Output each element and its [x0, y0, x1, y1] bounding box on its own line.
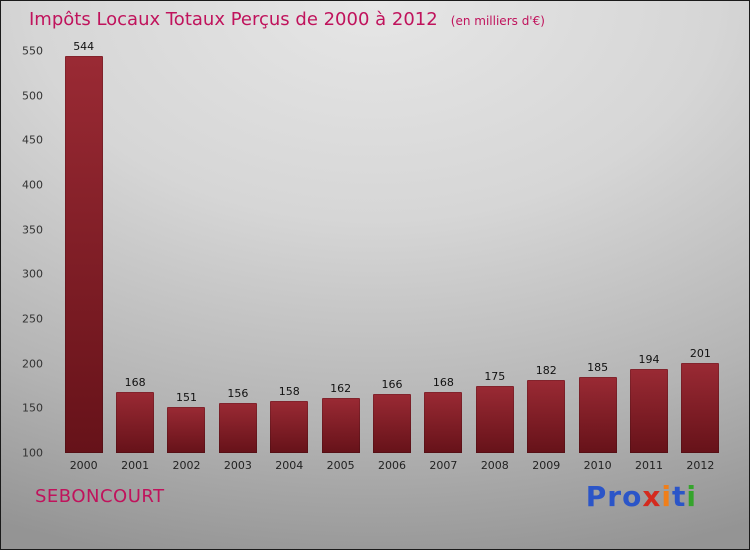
- bar-value-label: 544: [73, 40, 95, 53]
- bar-group: 151 2002: [161, 391, 212, 472]
- y-axis: 550 500 450 400 350 300 250 200 150 100: [1, 45, 49, 460]
- bar-group: 185 2010: [572, 361, 623, 472]
- y-tick-label: 550: [22, 44, 43, 58]
- x-tick-label: 2012: [686, 459, 715, 472]
- bar-group: 162 2005: [315, 382, 366, 472]
- bar: [629, 369, 668, 453]
- bar-value-label: 182: [535, 364, 557, 377]
- bar-group: 544 2000: [58, 40, 109, 472]
- x-tick-label: 2005: [326, 459, 355, 472]
- plot-area: 544 2000 168 2001 151 2002 156 2003 158 2004 162 20…: [58, 41, 726, 472]
- x-tick-label: 2003: [223, 459, 252, 472]
- bar-value-label: 201: [689, 347, 711, 360]
- bar: [167, 407, 206, 453]
- bar-value-label: 168: [124, 376, 146, 389]
- x-tick-label: 2008: [480, 459, 509, 472]
- logo-letter: i: [661, 480, 672, 513]
- bar-group: 168 2007: [418, 376, 469, 472]
- chart-header: Impôts Locaux Totaux Perçus de 2000 à 20…: [29, 9, 545, 30]
- proxiti-logo: Proxiti: [586, 480, 697, 513]
- bar-value-label: 194: [638, 353, 660, 366]
- bar: [424, 392, 463, 453]
- bar-group: 201 2012: [675, 347, 726, 472]
- bar-group: 194 2011: [623, 353, 674, 472]
- bar: [578, 377, 617, 453]
- bar-value-label: 162: [330, 382, 352, 395]
- x-tick-label: 2000: [69, 459, 98, 472]
- bar: [218, 403, 257, 453]
- y-tick-label: 400: [22, 178, 43, 192]
- y-tick-label: 300: [22, 267, 43, 281]
- bar-value-label: 151: [175, 391, 197, 404]
- bar-group: 158 2004: [264, 385, 315, 472]
- logo-letter: i: [686, 480, 697, 513]
- bar: [270, 401, 309, 453]
- x-tick-label: 2009: [532, 459, 561, 472]
- x-tick-label: 2004: [275, 459, 304, 472]
- x-tick-label: 2006: [378, 459, 407, 472]
- x-tick-label: 2010: [583, 459, 612, 472]
- bar: [527, 380, 566, 453]
- bar-value-label: 185: [587, 361, 609, 374]
- y-tick-label: 200: [22, 357, 43, 371]
- logo-letter: r: [607, 480, 623, 513]
- logo-letter: t: [672, 480, 687, 513]
- commune-name: SEBONCOURT: [35, 486, 165, 507]
- y-tick-label: 150: [22, 401, 43, 415]
- bar: [373, 394, 412, 453]
- x-tick-label: 2007: [429, 459, 458, 472]
- y-tick-label: 250: [22, 312, 43, 326]
- chart-unit-label: (en milliers d'€): [450, 14, 545, 28]
- x-tick-label: 2011: [634, 459, 663, 472]
- y-tick-label: 450: [22, 133, 43, 147]
- y-tick-label: 100: [22, 446, 43, 460]
- bar-value-label: 156: [227, 387, 249, 400]
- bar-group: 156 2003: [212, 387, 263, 472]
- bar-group: 175 2008: [469, 370, 520, 472]
- x-tick-label: 2002: [172, 459, 201, 472]
- bar: [681, 363, 720, 453]
- bar-value-label: 168: [432, 376, 454, 389]
- x-tick-label: 2001: [121, 459, 150, 472]
- bar-group: 182 2009: [521, 364, 572, 472]
- bar: [321, 398, 360, 453]
- bar: [475, 386, 514, 453]
- logo-letter: x: [642, 480, 662, 513]
- bar-value-label: 166: [381, 378, 403, 391]
- logo-letter: P: [585, 480, 608, 513]
- bar-group: 168 2001: [109, 376, 160, 472]
- bar-value-label: 158: [278, 385, 300, 398]
- y-tick-label: 350: [22, 223, 43, 237]
- bar: [116, 392, 155, 453]
- chart-title: Impôts Locaux Totaux Perçus de 2000 à 20…: [29, 9, 438, 30]
- bar: [64, 56, 103, 453]
- y-tick-label: 500: [22, 89, 43, 103]
- bar-group: 166 2006: [366, 378, 417, 472]
- bar-value-label: 175: [484, 370, 506, 383]
- logo-letter: o: [622, 480, 643, 513]
